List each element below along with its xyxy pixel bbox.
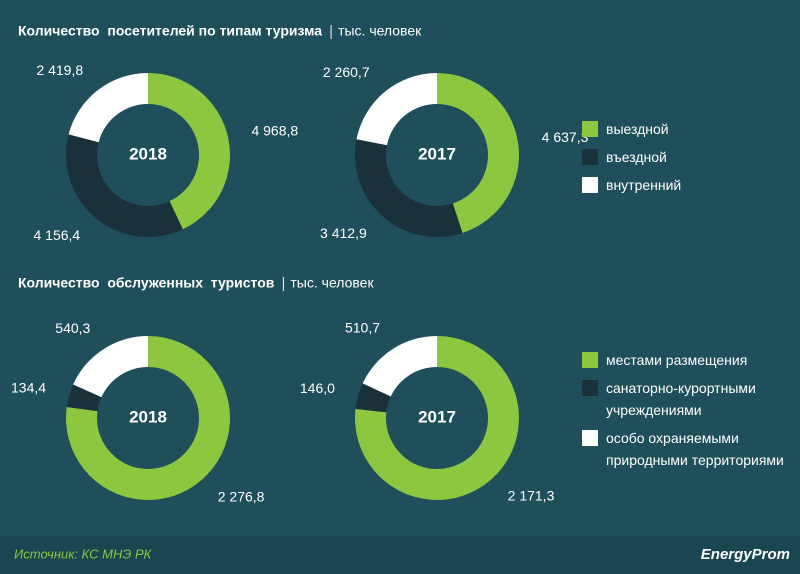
data-label: 2 260,7 (323, 64, 370, 80)
year-label: 2018 (129, 407, 167, 426)
donut-segment (68, 73, 148, 143)
donut-segment (356, 73, 437, 146)
data-label: 4 156,4 (34, 227, 81, 243)
year-label: 2018 (129, 144, 167, 163)
legend-label: местами размещения (606, 352, 748, 368)
donut-segment (437, 73, 519, 233)
data-label: 4 637,3 (542, 129, 589, 145)
unit: тыс. человек (338, 23, 422, 39)
donut-segment (355, 383, 391, 413)
data-label: 510,7 (345, 319, 380, 335)
data-label: 3 412,9 (320, 225, 367, 241)
legend-label: санаторно-курортными учреждениями (606, 380, 756, 418)
data-label: 4 968,8 (251, 123, 298, 139)
donut-segment (66, 384, 102, 412)
legend-swatch (582, 177, 598, 193)
unit: тыс. человек (290, 275, 374, 291)
donut-segment (66, 134, 183, 237)
donut-segment (362, 336, 437, 397)
donut-segment (355, 139, 463, 237)
data-label: 146,0 (300, 380, 335, 396)
legend-label: въездной (606, 149, 667, 165)
data-label: 2 171,3 (508, 488, 555, 504)
legend-label: выездной (606, 121, 669, 137)
legend-swatch (582, 149, 598, 165)
legend-swatch (582, 380, 598, 396)
brand: EnergyProm (701, 546, 790, 563)
year-label: 2017 (418, 407, 456, 426)
data-label: 134,4 (11, 380, 46, 396)
section-title: Количество посетителей по типам туризма (18, 23, 322, 39)
donut-segment (65, 336, 231, 500)
donut-segment (355, 336, 519, 500)
legend-swatch (582, 121, 598, 137)
source: Источник: КС МНЭ РК (14, 546, 153, 561)
section-title: Количество обслуженных туристов (18, 275, 275, 291)
data-label: 2 276,8 (218, 489, 265, 505)
legend-swatch (582, 430, 598, 446)
year-label: 2017 (418, 144, 456, 163)
legend-label: внутренний (606, 177, 682, 193)
donut-segment (148, 73, 230, 230)
legend-swatch (582, 352, 598, 368)
footer-bar (0, 536, 800, 574)
donut-segment (73, 336, 148, 398)
data-label: 2 419,8 (36, 62, 83, 78)
legend-label: особо охраняемыми природными территориям… (606, 430, 784, 468)
data-label: 540,3 (55, 320, 90, 336)
